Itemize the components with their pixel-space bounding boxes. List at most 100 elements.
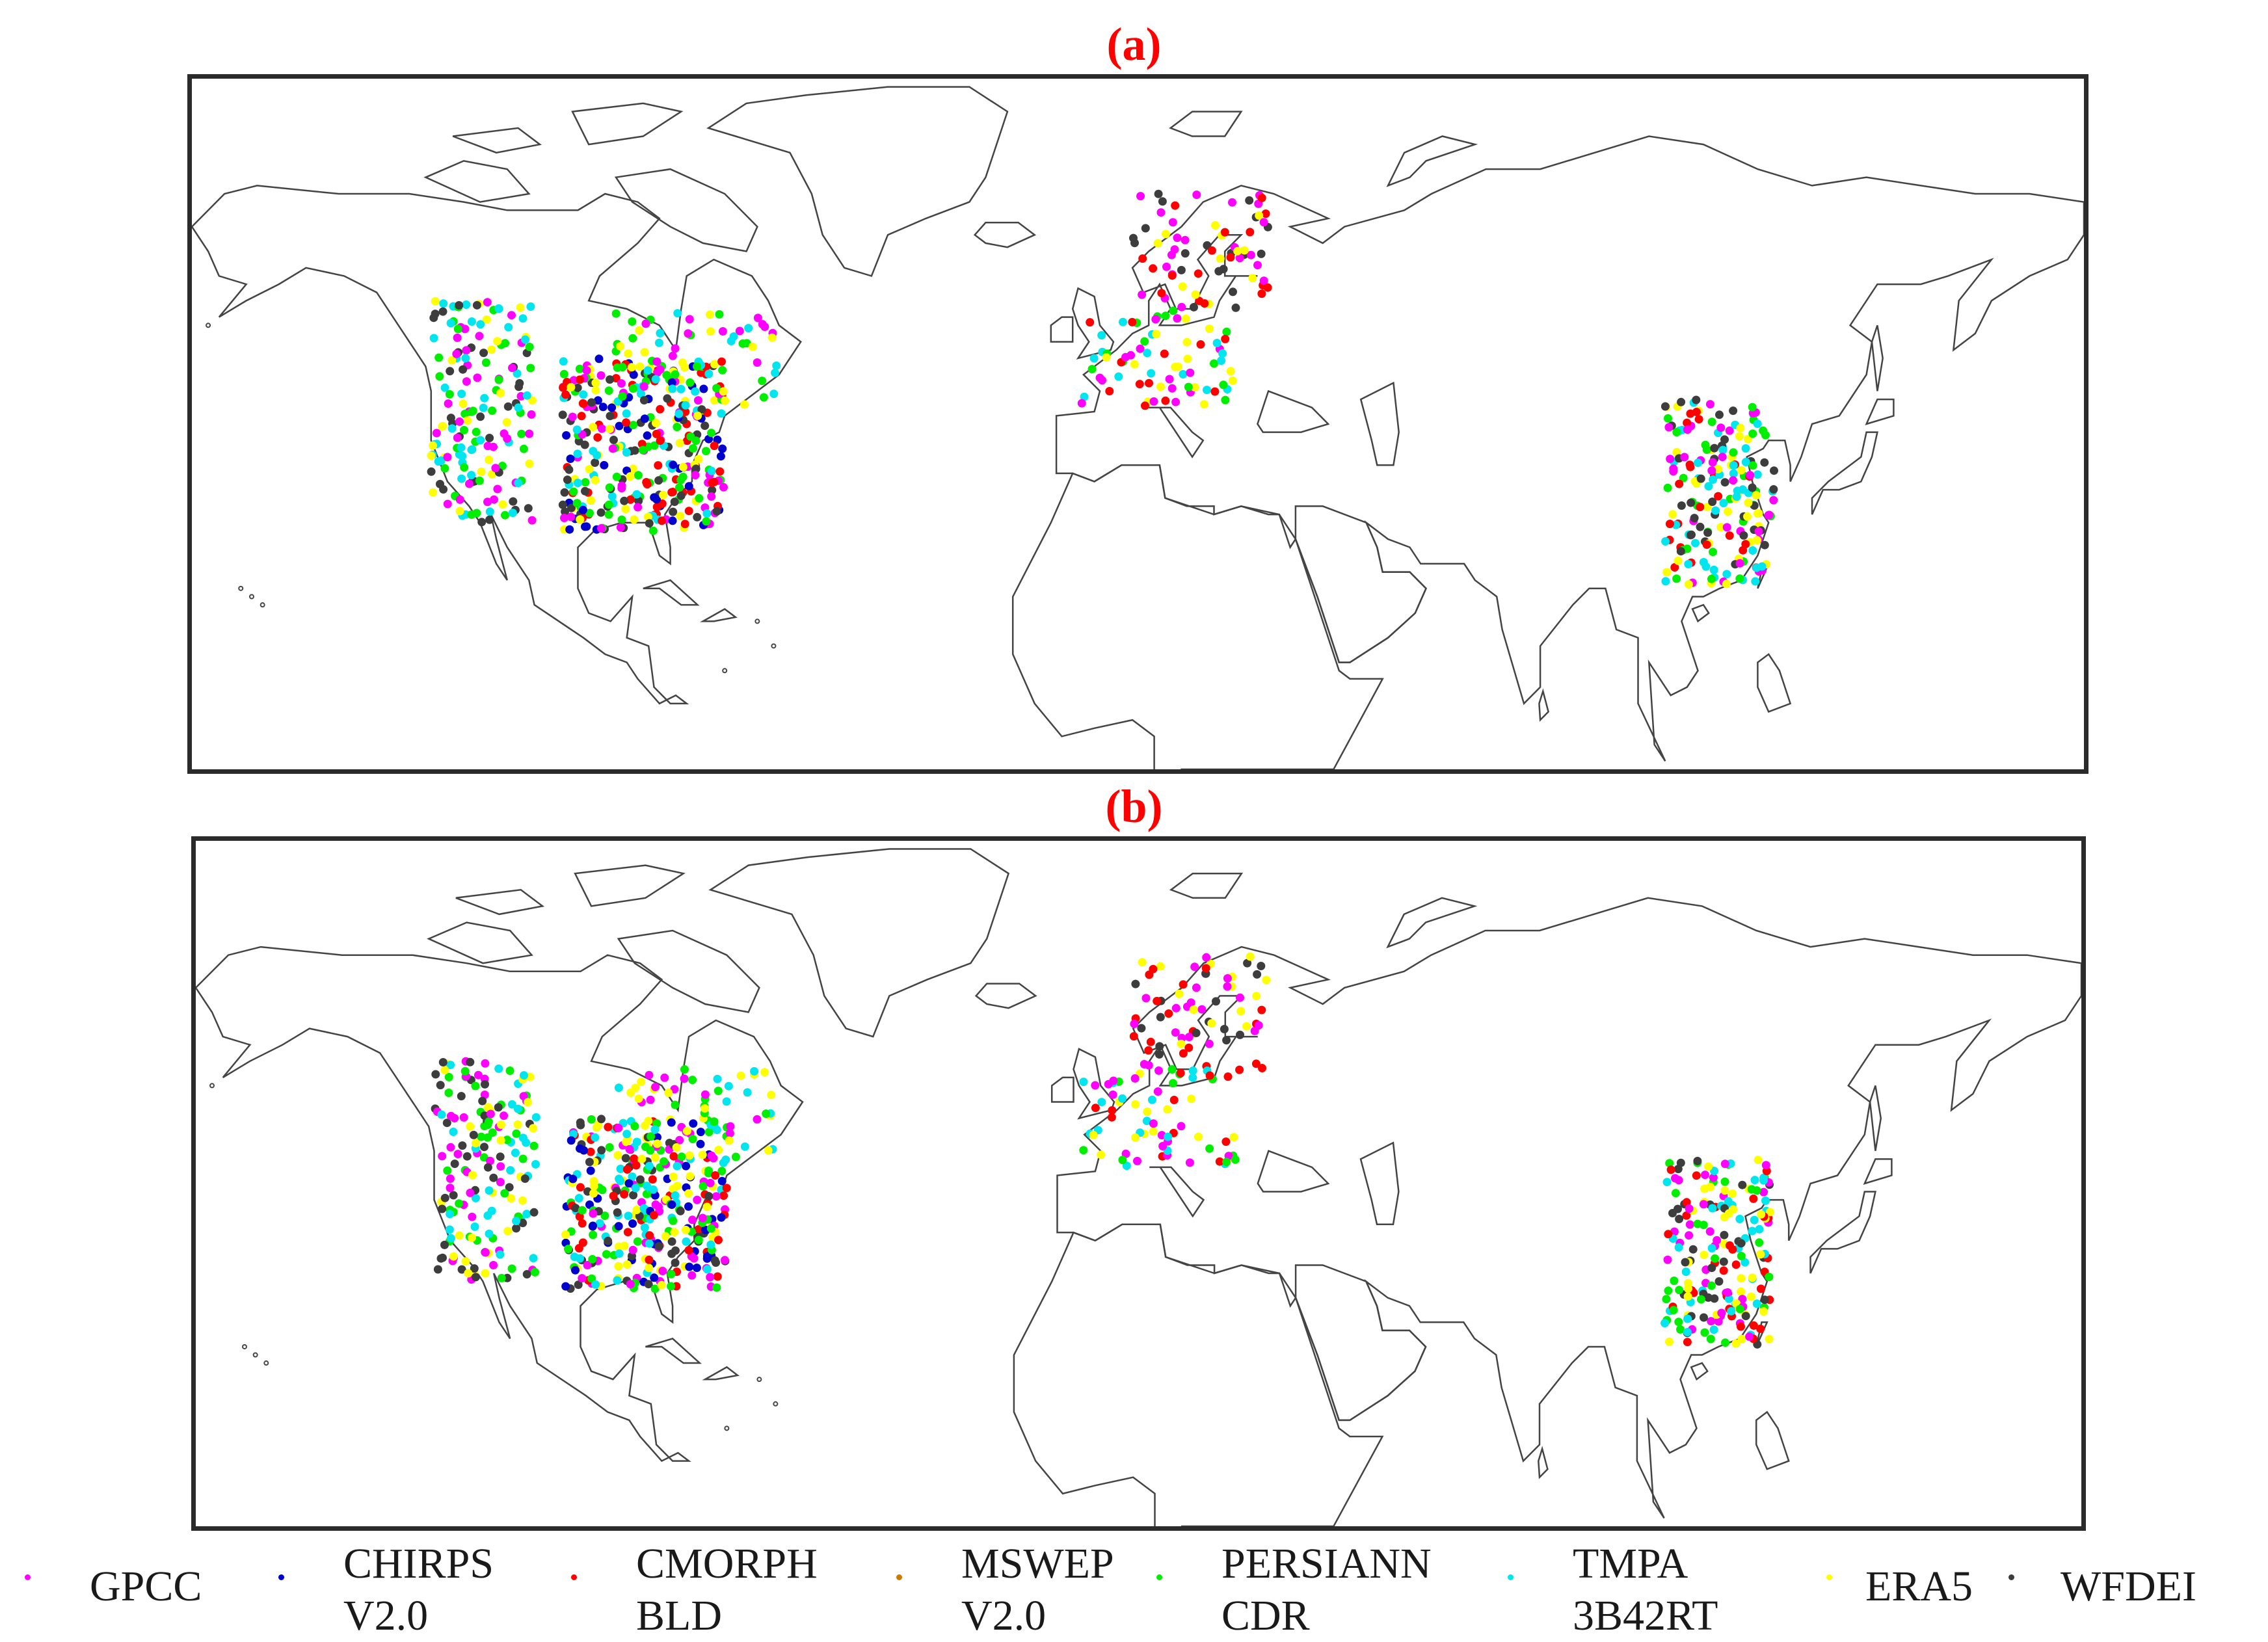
station-point — [1719, 1257, 1728, 1266]
station-point — [1156, 208, 1166, 217]
station-point — [1192, 1029, 1201, 1037]
station-point — [712, 1192, 721, 1201]
station-point — [717, 1213, 726, 1222]
station-point — [708, 478, 717, 487]
station-point — [1735, 574, 1744, 583]
station-point — [598, 1185, 607, 1195]
station-point — [1725, 426, 1734, 435]
station-point — [620, 1190, 629, 1198]
station-point — [692, 1264, 701, 1273]
station-point — [504, 323, 513, 332]
station-point — [1245, 196, 1254, 205]
station-point — [431, 297, 440, 306]
station-point — [639, 382, 648, 391]
station-point — [1702, 540, 1711, 549]
station-point — [1711, 506, 1720, 515]
station-point — [1675, 479, 1684, 488]
coastline-path — [645, 1337, 702, 1364]
station-point — [1664, 414, 1672, 423]
coastline-path — [1538, 688, 1549, 722]
station-point — [1737, 1322, 1745, 1331]
station-point — [1149, 1119, 1158, 1128]
station-points — [431, 952, 1774, 1349]
station-point — [1718, 453, 1727, 462]
coastline-path — [1863, 1158, 1893, 1185]
station-point — [1683, 1328, 1692, 1336]
station-point — [493, 484, 502, 494]
station-point — [503, 402, 513, 411]
station-point — [1741, 458, 1750, 466]
station-point — [1200, 299, 1209, 308]
station-point — [1676, 547, 1685, 556]
station-point — [427, 467, 436, 476]
station-point — [718, 365, 727, 375]
station-point — [1731, 1260, 1741, 1269]
station-point — [1682, 1198, 1691, 1207]
station-point — [1149, 1127, 1158, 1136]
station-point — [671, 1246, 680, 1255]
station-point — [576, 375, 584, 384]
station-point — [496, 1152, 505, 1161]
station-point — [521, 335, 529, 344]
station-point — [622, 1260, 632, 1269]
station-point — [1665, 1159, 1674, 1168]
station-point — [567, 512, 576, 522]
coastline-path — [1359, 381, 1400, 466]
station-point — [685, 1262, 694, 1271]
station-point — [673, 309, 682, 318]
station-point — [1169, 1079, 1177, 1088]
station-point — [1228, 376, 1237, 385]
station-point — [1149, 397, 1158, 406]
station-point — [514, 403, 523, 412]
station-point — [1138, 958, 1147, 967]
station-point — [1735, 432, 1744, 441]
station-point — [1184, 1033, 1194, 1042]
station-point — [572, 425, 581, 434]
station-point — [724, 1081, 733, 1091]
station-point — [1194, 269, 1203, 278]
station-point — [470, 1222, 479, 1231]
station-point — [669, 460, 678, 470]
station-point — [481, 1059, 490, 1068]
station-point — [1702, 445, 1711, 454]
station-point — [1661, 577, 1670, 586]
station-point — [615, 1249, 624, 1258]
station-point — [1228, 198, 1236, 207]
station-point — [706, 1224, 715, 1233]
station-point — [1109, 1076, 1118, 1085]
island-outline — [238, 585, 244, 591]
station-point — [1259, 218, 1268, 227]
station-point — [436, 1254, 446, 1263]
station-point — [1756, 1284, 1765, 1293]
station-point — [1177, 1122, 1186, 1131]
station-point — [594, 354, 604, 364]
station-point — [680, 1074, 689, 1083]
station-point — [468, 1171, 477, 1180]
station-point — [471, 1081, 480, 1091]
station-point — [481, 1248, 490, 1257]
station-point — [439, 299, 448, 308]
station-point — [587, 398, 596, 407]
station-point — [1219, 380, 1228, 390]
station-point — [477, 1132, 486, 1141]
station-point — [640, 1223, 649, 1232]
station-point — [1725, 1241, 1734, 1250]
legend-label-chirps: CHIRPS V2.0 — [343, 1540, 494, 1639]
legend-label-gpcc: GPCC — [90, 1563, 202, 1610]
station-point — [1765, 1334, 1774, 1344]
station-point — [667, 1269, 676, 1278]
station-point — [1735, 559, 1744, 568]
station-point — [753, 1115, 762, 1124]
station-point — [632, 1206, 641, 1214]
station-point — [1682, 1211, 1691, 1220]
station-point — [1661, 402, 1670, 411]
station-point — [643, 431, 652, 440]
station-point — [1704, 1162, 1713, 1171]
station-point — [609, 436, 618, 444]
legend-dot-mswep — [896, 1574, 902, 1580]
station-point — [711, 1171, 720, 1180]
station-point — [1683, 1278, 1692, 1288]
station-point — [522, 1270, 531, 1278]
station-point — [571, 1204, 580, 1213]
station-point — [654, 338, 663, 347]
